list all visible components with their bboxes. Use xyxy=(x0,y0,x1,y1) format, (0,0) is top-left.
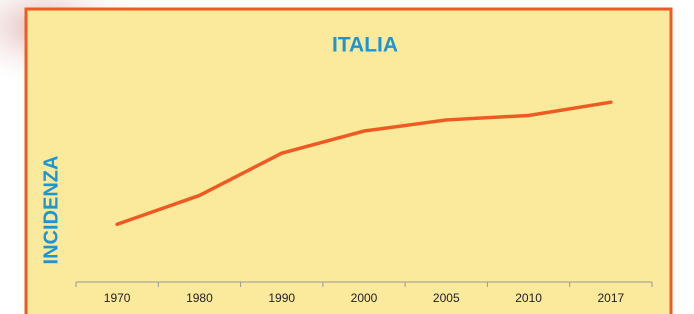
x-tick-label: 2010 xyxy=(515,291,542,305)
x-tick-label: 2005 xyxy=(433,291,460,305)
chart: ITALIA INCIDENZA 1970 1980 1990 2000 2005 201… xyxy=(0,0,694,314)
x-tick-label: 1980 xyxy=(186,291,213,305)
x-tick-label: 1970 xyxy=(104,291,131,305)
x-tick-label: 1990 xyxy=(268,291,295,305)
chart-title: ITALIA xyxy=(332,34,398,57)
x-tick-label: 2017 xyxy=(598,291,625,305)
y-axis-label: INCIDENZA xyxy=(40,156,62,265)
x-tick-label: 2000 xyxy=(351,291,378,305)
page: {"chart_data": {"type": "line", "title":… xyxy=(0,0,694,314)
